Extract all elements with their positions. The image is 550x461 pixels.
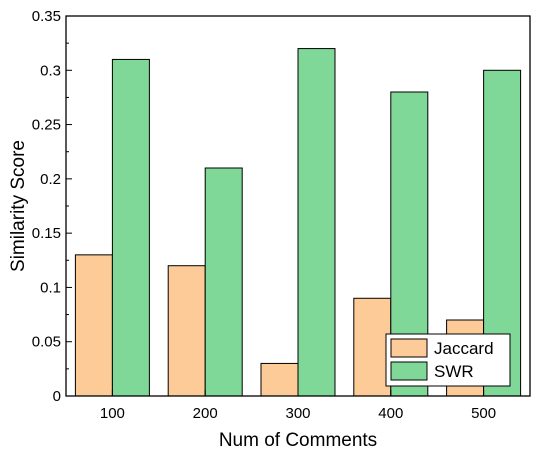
bar-swr-100 <box>111 58 150 397</box>
bar-jaccard-400 <box>353 297 392 397</box>
x-axis-label: Num of Comments <box>219 430 377 451</box>
legend: Jaccard SWR <box>385 333 511 387</box>
bar-jaccard-200 <box>167 265 206 397</box>
bar-swr-200 <box>204 167 243 397</box>
y-axis-label: Similarity Score <box>8 140 29 272</box>
legend-label-swr: SWR <box>434 362 474 381</box>
y-tick-label: 0.2 <box>40 171 61 188</box>
y-tick-label: 0 <box>53 388 61 405</box>
x-tick-label: 500 <box>471 405 496 422</box>
x-tick-label: 200 <box>193 405 218 422</box>
y-tick-label: 0.3 <box>40 62 61 79</box>
x-tick-label: 100 <box>100 405 125 422</box>
bar-jaccard-100 <box>74 254 113 397</box>
y-tick-label: 0.35 <box>32 8 61 25</box>
bar-swr-300 <box>297 48 336 397</box>
x-tick-label: 400 <box>378 405 403 422</box>
y-tick-label: 0.1 <box>40 279 61 296</box>
legend-label-jaccard: Jaccard <box>434 339 494 358</box>
bar-jaccard-300 <box>260 362 299 397</box>
y-tick-label: 0.25 <box>32 117 61 134</box>
legend-swatch-jaccard <box>390 338 428 358</box>
legend-swatch-swr <box>390 361 428 381</box>
x-tick-label: 300 <box>285 405 310 422</box>
ticks-layer: 0 0.05 0.1 0.15 0.2 0.25 0.3 0.35 100 200 300 400 50… <box>32 8 496 422</box>
y-tick-label: 0.05 <box>32 334 61 351</box>
y-tick-label: 0.15 <box>32 225 61 242</box>
